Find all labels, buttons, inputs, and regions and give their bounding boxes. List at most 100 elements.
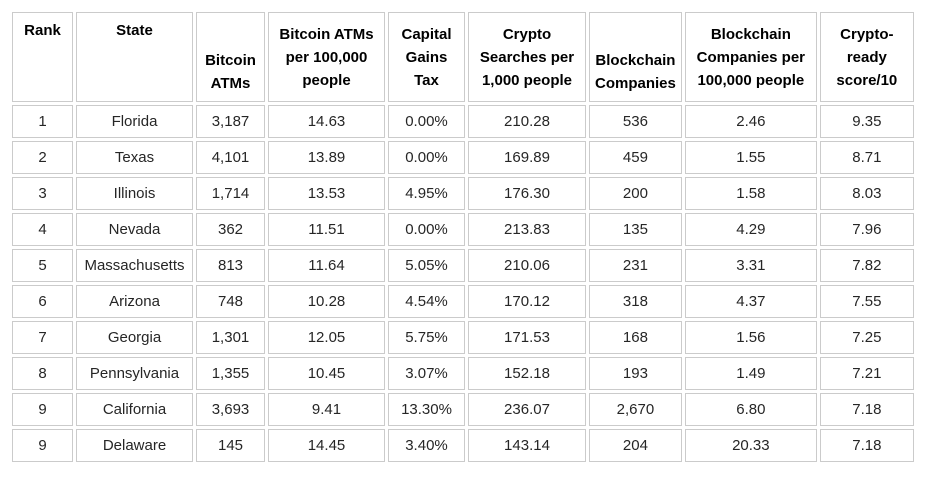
column-header-bitcoin-atms-per-100k-people: Bitcoin ATMs per 100,000 people	[268, 12, 385, 102]
cell-crypto-ready-score: 8.03	[819, 177, 914, 210]
cell-rank: 9	[12, 393, 73, 426]
table-row: 6 Arizona 748 10.28 4.54% 170.12 318 4.37 7.55	[12, 285, 914, 318]
cell-crypto-ready-score: 7.82	[819, 249, 914, 282]
cell-crypto-ready-score: 7.55	[819, 285, 914, 318]
cell-blockchain-companies-per-100k-people: 1.49	[684, 357, 817, 390]
table-row: 3 Illinois 1,714 13.53 4.95% 176.30 200 1.58 8.0…	[12, 177, 914, 210]
cell-crypto-searches-per-1k-people: 213.83	[468, 213, 586, 246]
cell-crypto-searches-per-1k-people: 152.18	[468, 357, 586, 390]
cell-blockchain-companies-per-100k-people: 3.31	[684, 249, 817, 282]
cell-crypto-searches-per-1k-people: 143.14	[468, 429, 586, 462]
cell-blockchain-companies: 318	[589, 285, 682, 318]
cell-blockchain-companies: 459	[589, 141, 682, 174]
cell-rank: 5	[12, 249, 73, 282]
cell-crypto-searches-per-1k-people: 171.53	[468, 321, 586, 354]
cell-crypto-searches-per-1k-people: 170.12	[468, 285, 586, 318]
cell-bitcoin-atms-per-100k-people: 11.64	[268, 249, 385, 282]
table-header-row: Rank State Bitcoin ATMs Bitcoin ATMs per 10…	[12, 12, 914, 102]
cell-bitcoin-atms: 3,187	[196, 105, 265, 138]
column-header-crypto-searches-per-1k-people: Crypto Searches per 1,000 people	[468, 12, 586, 102]
table-row: 4 Nevada 362 11.51 0.00% 213.83 135 4.29 7.96	[12, 213, 914, 246]
cell-bitcoin-atms-per-100k-people: 10.28	[268, 285, 385, 318]
cell-state: Illinois	[76, 177, 193, 210]
cell-capital-gains-tax: 13.30%	[388, 393, 465, 426]
cell-crypto-ready-score: 7.96	[819, 213, 914, 246]
cell-crypto-ready-score: 9.35	[819, 105, 914, 138]
cell-blockchain-companies-per-100k-people: 2.46	[684, 105, 817, 138]
cell-bitcoin-atms-per-100k-people: 14.63	[268, 105, 385, 138]
cell-bitcoin-atms-per-100k-people: 12.05	[268, 321, 385, 354]
cell-crypto-searches-per-1k-people: 210.06	[468, 249, 586, 282]
column-header-bitcoin-atms: Bitcoin ATMs	[196, 12, 265, 102]
column-header-capital-gains-tax: Capital Gains Tax	[388, 12, 465, 102]
cell-rank: 7	[12, 321, 73, 354]
column-header-blockchain-companies-per-100k-people: Blockchain Companies per 100,000 people	[684, 12, 817, 102]
cell-bitcoin-atms: 813	[196, 249, 265, 282]
table-row: 7 Georgia 1,301 12.05 5.75% 171.53 168 1.56 7.25	[12, 321, 914, 354]
cell-capital-gains-tax: 0.00%	[388, 105, 465, 138]
cell-bitcoin-atms-per-100k-people: 9.41	[268, 393, 385, 426]
cell-bitcoin-atms-per-100k-people: 10.45	[268, 357, 385, 390]
crypto-ready-states-table: Rank State Bitcoin ATMs Bitcoin ATMs per 10…	[9, 9, 917, 465]
cell-rank: 6	[12, 285, 73, 318]
cell-crypto-ready-score: 8.71	[819, 141, 914, 174]
cell-blockchain-companies: 200	[589, 177, 682, 210]
cell-blockchain-companies: 193	[589, 357, 682, 390]
cell-crypto-ready-score: 7.18	[819, 393, 914, 426]
cell-capital-gains-tax: 4.54%	[388, 285, 465, 318]
column-header-blockchain-companies: Blockchain Companies	[589, 12, 682, 102]
table-row: 5 Massachusetts 813 11.64 5.05% 210.06 231 3.31…	[12, 249, 914, 282]
cell-bitcoin-atms-per-100k-people: 13.53	[268, 177, 385, 210]
cell-bitcoin-atms: 362	[196, 213, 265, 246]
cell-state: Georgia	[76, 321, 193, 354]
column-header-crypto-ready-score: Crypto-ready score/10	[819, 12, 914, 102]
cell-crypto-searches-per-1k-people: 169.89	[468, 141, 586, 174]
cell-crypto-ready-score: 7.25	[819, 321, 914, 354]
cell-crypto-searches-per-1k-people: 236.07	[468, 393, 586, 426]
cell-bitcoin-atms-per-100k-people: 11.51	[268, 213, 385, 246]
cell-state: Pennsylvania	[76, 357, 193, 390]
cell-blockchain-companies-per-100k-people: 1.56	[684, 321, 817, 354]
cell-bitcoin-atms: 1,714	[196, 177, 265, 210]
cell-blockchain-companies-per-100k-people: 20.33	[684, 429, 817, 462]
cell-state: Texas	[76, 141, 193, 174]
cell-capital-gains-tax: 5.05%	[388, 249, 465, 282]
cell-crypto-ready-score: 7.21	[819, 357, 914, 390]
table-row: 9 California 3,693 9.41 13.30% 236.07 2,670 6.8…	[12, 393, 914, 426]
cell-rank: 9	[12, 429, 73, 462]
cell-capital-gains-tax: 5.75%	[388, 321, 465, 354]
cell-capital-gains-tax: 3.40%	[388, 429, 465, 462]
cell-bitcoin-atms: 748	[196, 285, 265, 318]
table-row: 1 Florida 3,187 14.63 0.00% 210.28 536 2.46 9.35	[12, 105, 914, 138]
cell-rank: 8	[12, 357, 73, 390]
cell-blockchain-companies: 135	[589, 213, 682, 246]
cell-bitcoin-atms-per-100k-people: 14.45	[268, 429, 385, 462]
cell-blockchain-companies-per-100k-people: 6.80	[684, 393, 817, 426]
table-row: 9 Delaware 145 14.45 3.40% 143.14 204 20.33 7.18	[12, 429, 914, 462]
cell-state: Arizona	[76, 285, 193, 318]
cell-capital-gains-tax: 0.00%	[388, 141, 465, 174]
cell-state: California	[76, 393, 193, 426]
cell-rank: 1	[12, 105, 73, 138]
cell-bitcoin-atms: 3,693	[196, 393, 265, 426]
cell-blockchain-companies-per-100k-people: 4.29	[684, 213, 817, 246]
cell-rank: 3	[12, 177, 73, 210]
cell-rank: 2	[12, 141, 73, 174]
cell-state: Florida	[76, 105, 193, 138]
cell-capital-gains-tax: 4.95%	[388, 177, 465, 210]
cell-bitcoin-atms: 1,301	[196, 321, 265, 354]
cell-blockchain-companies-per-100k-people: 1.55	[684, 141, 817, 174]
column-header-state: State	[76, 12, 193, 102]
cell-bitcoin-atms: 1,355	[196, 357, 265, 390]
cell-capital-gains-tax: 3.07%	[388, 357, 465, 390]
cell-rank: 4	[12, 213, 73, 246]
cell-bitcoin-atms: 4,101	[196, 141, 265, 174]
cell-blockchain-companies-per-100k-people: 4.37	[684, 285, 817, 318]
cell-crypto-searches-per-1k-people: 176.30	[468, 177, 586, 210]
cell-capital-gains-tax: 0.00%	[388, 213, 465, 246]
cell-blockchain-companies: 2,670	[589, 393, 682, 426]
column-header-rank: Rank	[12, 12, 73, 102]
table-row: 2 Texas 4,101 13.89 0.00% 169.89 459 1.55 8.71	[12, 141, 914, 174]
cell-state: Nevada	[76, 213, 193, 246]
